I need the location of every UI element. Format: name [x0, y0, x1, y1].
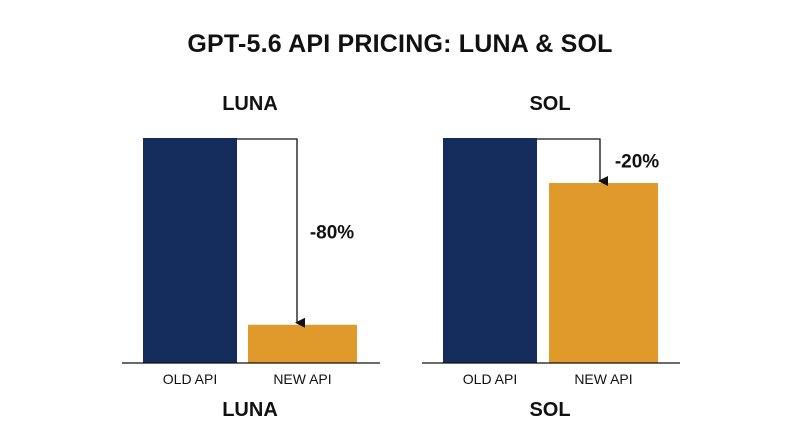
luna-panel: LUNA OLD API NEW API -80% LUNA [122, 93, 380, 421]
sol-panel: SOL OLD API NEW API -20% SOL [422, 93, 680, 421]
luna-tick-old-api: OLD API [163, 371, 217, 387]
chart-title: GPT-5.6 API PRICING: LUNA & SOL [187, 30, 613, 58]
sol-tick-old-api: OLD API [463, 371, 517, 387]
luna-change-arrow [237, 138, 305, 328]
luna-bar-new-api [248, 324, 357, 363]
luna-change-label: -80% [310, 222, 354, 243]
sol-tick-new-api: NEW API [574, 371, 632, 387]
sol-bottom-title: SOL [529, 399, 570, 421]
luna-top-title: LUNA [222, 93, 278, 115]
sol-change-arrow [537, 138, 608, 186]
luna-bar-old-api [143, 138, 237, 363]
sol-top-title: SOL [529, 93, 570, 115]
luna-bottom-title: LUNA [222, 399, 278, 421]
sol-bar-new-api [549, 183, 658, 363]
luna-tick-new-api: NEW API [273, 371, 331, 387]
sol-bar-old-api [443, 138, 537, 363]
sol-change-label: -20% [615, 152, 659, 173]
